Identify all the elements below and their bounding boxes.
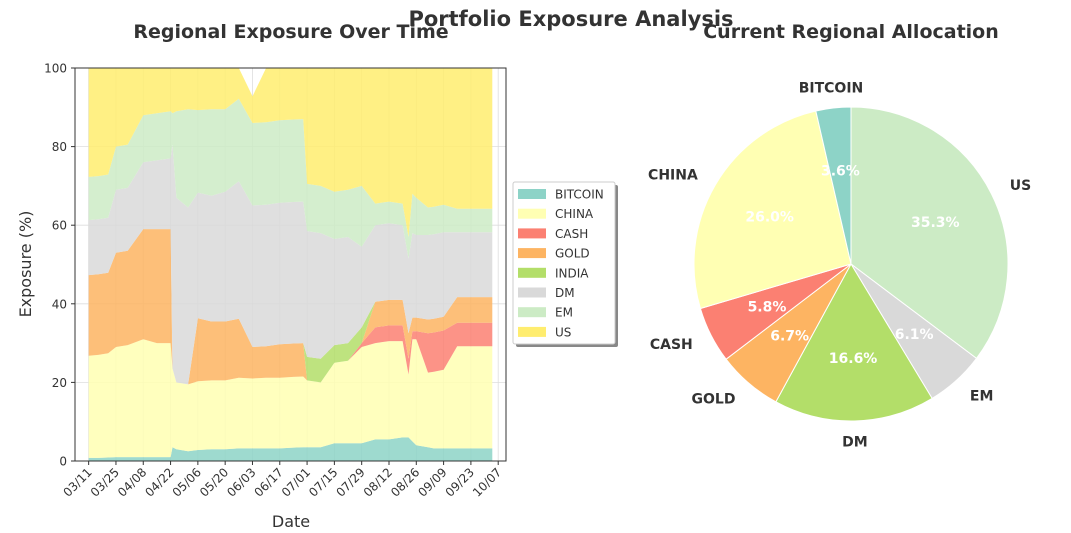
pie-slice-china <box>693 110 852 310</box>
pie-slice-bitcoin <box>815 106 852 265</box>
area-series-dm <box>88 144 493 385</box>
legend-label-em: EM <box>555 306 573 320</box>
y-tick-label: 60 <box>52 219 67 233</box>
x-tick-label: 03/11 <box>60 465 94 499</box>
x-tick-label: 05/20 <box>197 465 231 499</box>
area-series-gold <box>88 229 493 385</box>
legend-label-india: INDIA <box>555 266 589 280</box>
legend-label-china: CHINA <box>555 207 594 221</box>
area-series-em <box>88 98 493 259</box>
x-tick-label: 05/06 <box>170 465 204 499</box>
legend-swatch-gold <box>518 248 546 259</box>
x-tick-label: 04/08 <box>115 465 149 499</box>
area-series-china <box>88 339 493 458</box>
y-tick-label: 0 <box>59 455 67 469</box>
pie-chart-title: Current Regional Allocation <box>703 21 999 43</box>
pie-category-label-china: CHINA <box>648 167 698 183</box>
pie-pct-label-em: 6.1% <box>895 327 934 343</box>
x-axis-label: Date <box>272 512 310 531</box>
y-tick-label: 100 <box>44 62 67 76</box>
y-tick-label: 40 <box>52 297 67 311</box>
pie-pct-label-gold: 6.7% <box>770 328 809 344</box>
x-tick-label: 07/29 <box>333 465 367 499</box>
legend-swatch-china <box>518 208 546 219</box>
y-axis-label: Exposure (%) <box>16 211 35 318</box>
pie-slice-us <box>850 106 1009 360</box>
x-tick-label: 06/17 <box>252 465 286 499</box>
x-tick-label: 04/22 <box>142 465 176 499</box>
area-chart-frame <box>74 67 507 462</box>
x-tick-label: 10/07 <box>470 465 504 499</box>
legend-swatch-cash <box>518 228 546 239</box>
x-tick-label: 07/15 <box>306 465 340 499</box>
pie-pct-label-china: 26.0% <box>745 209 794 225</box>
legend-label-us: US <box>555 325 571 339</box>
pie-slice-dm <box>775 262 933 422</box>
x-tick-label: 09/09 <box>415 465 449 499</box>
pie-category-label-bitcoin: BITCOIN <box>799 81 864 97</box>
pie-pct-label-us: 35.3% <box>911 215 960 231</box>
x-tick-label: 08/26 <box>388 465 422 499</box>
area-series-bitcoin <box>88 437 493 461</box>
legend-box <box>512 181 616 345</box>
x-tick-label: 06/03 <box>224 465 258 499</box>
legend-swatch-us <box>518 326 546 337</box>
pie-pct-label-bitcoin: 3.6% <box>821 163 860 179</box>
x-tick-label: 09/23 <box>443 465 477 499</box>
pie-category-label-em: EM <box>970 389 994 405</box>
pie-pct-label-dm: 16.6% <box>829 351 878 367</box>
x-axis-ticks: 03/1103/2504/0804/2205/0605/2006/0306/17… <box>60 461 504 500</box>
x-tick-label: 08/12 <box>361 465 395 499</box>
pie-labels: 35.3% US 6.1% EM 16.6% DM 6.7% GOLD 5.8% CASH 26.0… <box>648 81 1031 451</box>
figure-title: Portfolio Exposure Analysis <box>408 7 733 31</box>
area-chart-panel: Regional Exposure Over Time 0 20 40 60 80 100… <box>16 21 618 531</box>
area-chart-layers <box>88 68 493 461</box>
legend-label-dm: DM <box>555 286 575 300</box>
x-tick-label: 07/01 <box>279 465 313 499</box>
legend-swatch-bitcoin <box>518 189 546 199</box>
legend-swatch-india <box>518 267 546 278</box>
x-tick-label: 03/25 <box>88 465 122 499</box>
legend-swatch-dm <box>518 287 546 298</box>
legend-swatch-em <box>518 307 546 318</box>
area-series-cash <box>88 322 493 385</box>
pie-pct-label-cash: 5.8% <box>748 300 787 316</box>
legend: BITCOIN CHINA CASH GOLD INDIA DM EM US <box>512 181 618 347</box>
pie-chart-panel: Current Regional Allocation 35.3% US 6.1% E… <box>648 21 1031 450</box>
legend-label-bitcoin: BITCOIN <box>555 188 604 202</box>
pie-category-label-dm: DM <box>842 434 868 450</box>
legend-label-cash: CASH <box>555 227 588 241</box>
pie-slices <box>693 106 1009 422</box>
legend-label-gold: GOLD <box>555 247 590 261</box>
y-tick-label: 80 <box>52 140 67 154</box>
pie-category-label-us: US <box>1010 178 1031 194</box>
area-chart-title: Regional Exposure Over Time <box>133 21 448 43</box>
y-axis-ticks: 0 20 40 60 80 100 <box>44 62 75 469</box>
pie-category-label-gold: GOLD <box>692 392 736 408</box>
area-series-us <box>88 68 493 237</box>
pie-category-label-cash: CASH <box>650 337 693 353</box>
y-tick-label: 20 <box>52 376 67 390</box>
